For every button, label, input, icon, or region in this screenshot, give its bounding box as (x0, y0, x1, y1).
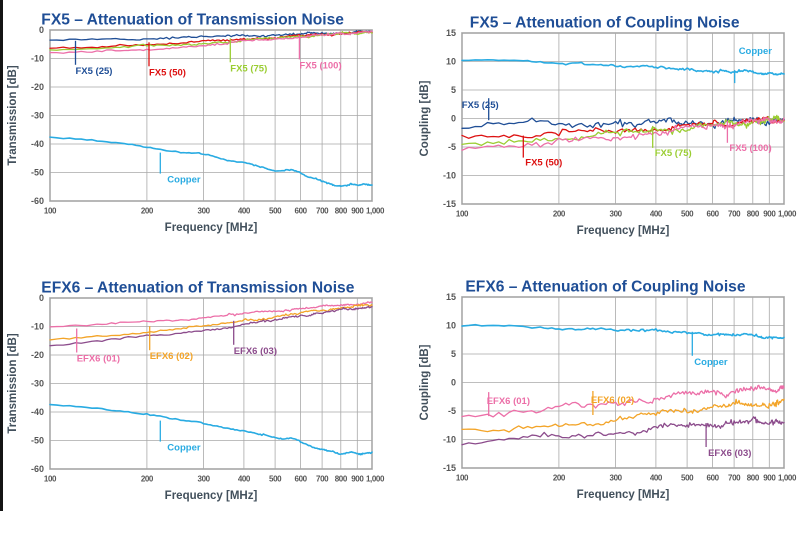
svg-text:Frequency [MHz]: Frequency [MHz] (577, 489, 670, 501)
svg-text:FX5 (75): FX5 (75) (230, 63, 267, 74)
svg-text:100: 100 (44, 474, 57, 483)
svg-text:Frequency [MHz]: Frequency [MHz] (165, 222, 258, 234)
svg-text:-10: -10 (443, 171, 456, 181)
svg-text:-60: -60 (31, 196, 44, 206)
svg-text:900: 900 (763, 209, 776, 218)
svg-text:FX5 (50): FX5 (50) (149, 67, 186, 78)
svg-text:FX5 (75): FX5 (75) (655, 148, 692, 159)
svg-text:300: 300 (610, 209, 623, 218)
svg-text:600: 600 (707, 209, 720, 218)
svg-text:-30: -30 (31, 111, 44, 121)
svg-text:Copper: Copper (739, 46, 773, 57)
svg-text:EFX6 (01): EFX6 (01) (487, 396, 530, 407)
svg-text:10: 10 (446, 57, 456, 67)
svg-text:EFX6 (02): EFX6 (02) (591, 395, 634, 406)
svg-text:10: 10 (446, 321, 456, 331)
svg-text:-10: -10 (31, 322, 44, 332)
svg-text:800: 800 (747, 473, 760, 482)
svg-text:800: 800 (335, 474, 348, 483)
svg-text:Transmission [dB]: Transmission [dB] (7, 333, 19, 433)
svg-text:-15: -15 (443, 463, 456, 473)
svg-text:400: 400 (650, 473, 663, 482)
svg-text:EFX6 (01): EFX6 (01) (77, 354, 120, 365)
svg-text:EFX6 – Attenuation of Transmis: EFX6 – Attenuation of Transmission Noise (41, 280, 354, 297)
svg-text:Transmission [dB]: Transmission [dB] (7, 65, 19, 165)
svg-text:200: 200 (141, 206, 154, 215)
svg-text:400: 400 (650, 209, 663, 218)
svg-text:15: 15 (446, 292, 456, 302)
svg-text:1,000: 1,000 (778, 473, 797, 482)
svg-text:200: 200 (553, 209, 566, 218)
svg-text:-20: -20 (31, 350, 44, 360)
svg-text:600: 600 (707, 473, 720, 482)
svg-text:Copper: Copper (167, 175, 201, 186)
svg-text:EFX6 (02): EFX6 (02) (150, 351, 193, 362)
svg-text:200: 200 (141, 474, 154, 483)
svg-text:1,000: 1,000 (366, 474, 385, 483)
svg-text:300: 300 (610, 473, 623, 482)
svg-text:700: 700 (728, 209, 741, 218)
svg-text:-20: -20 (31, 82, 44, 92)
svg-text:400: 400 (238, 474, 251, 483)
svg-text:900: 900 (763, 473, 776, 482)
svg-text:-50: -50 (31, 168, 44, 178)
svg-text:-10: -10 (443, 435, 456, 445)
svg-text:100: 100 (44, 206, 57, 215)
svg-text:0: 0 (39, 293, 44, 303)
svg-text:900: 900 (351, 474, 364, 483)
svg-text:900: 900 (351, 206, 364, 215)
svg-text:300: 300 (198, 206, 211, 215)
svg-text:1,000: 1,000 (778, 209, 797, 218)
svg-text:-50: -50 (31, 436, 44, 446)
svg-text:FX5 (25): FX5 (25) (76, 66, 113, 77)
svg-text:-5: -5 (448, 406, 456, 416)
svg-text:FX5 (100): FX5 (100) (729, 143, 771, 154)
svg-text:-15: -15 (443, 199, 456, 209)
svg-text:100: 100 (456, 209, 469, 218)
svg-text:5: 5 (451, 85, 456, 95)
svg-text:Frequency [MHz]: Frequency [MHz] (165, 490, 258, 502)
svg-text:700: 700 (728, 473, 741, 482)
svg-text:Coupling [dB]: Coupling [dB] (419, 344, 431, 420)
svg-text:800: 800 (335, 206, 348, 215)
svg-text:15: 15 (446, 28, 456, 38)
svg-text:FX5 – Attenuation of Coupling: FX5 – Attenuation of Coupling Noise (470, 15, 740, 32)
svg-text:FX5 (100): FX5 (100) (299, 60, 341, 71)
svg-text:-40: -40 (31, 139, 44, 149)
svg-text:0: 0 (39, 25, 44, 35)
svg-text:Coupling [dB]: Coupling [dB] (419, 80, 431, 156)
svg-text:EFX6 – Attenuation of Coupling: EFX6 – Attenuation of Coupling Noise (465, 279, 745, 296)
svg-text:0: 0 (451, 114, 456, 124)
svg-text:EFX6 (03): EFX6 (03) (234, 346, 277, 357)
svg-text:500: 500 (681, 473, 694, 482)
svg-text:700: 700 (316, 206, 329, 215)
svg-text:Copper: Copper (167, 443, 201, 454)
svg-text:FX5 (25): FX5 (25) (462, 100, 499, 111)
svg-text:600: 600 (295, 474, 308, 483)
svg-text:0: 0 (451, 378, 456, 388)
svg-text:200: 200 (553, 473, 566, 482)
svg-text:-10: -10 (31, 54, 44, 64)
svg-text:-5: -5 (448, 142, 456, 152)
svg-text:-60: -60 (31, 464, 44, 474)
svg-text:400: 400 (238, 206, 251, 215)
svg-text:-30: -30 (31, 379, 44, 389)
svg-text:Frequency [MHz]: Frequency [MHz] (577, 225, 670, 237)
svg-text:FX5 (50): FX5 (50) (525, 158, 562, 169)
svg-text:FX5 – Attenuation of Transmiss: FX5 – Attenuation of Transmission Noise (41, 12, 344, 29)
svg-text:500: 500 (269, 474, 282, 483)
svg-text:1,000: 1,000 (366, 206, 385, 215)
svg-text:600: 600 (295, 206, 308, 215)
svg-text:700: 700 (316, 474, 329, 483)
svg-text:800: 800 (747, 209, 760, 218)
svg-text:EFX6 (03): EFX6 (03) (708, 448, 751, 459)
svg-text:500: 500 (269, 206, 282, 215)
svg-text:500: 500 (681, 209, 694, 218)
svg-text:-40: -40 (31, 407, 44, 417)
svg-text:300: 300 (198, 474, 211, 483)
svg-text:Copper: Copper (694, 357, 728, 368)
svg-text:5: 5 (451, 349, 456, 359)
svg-text:100: 100 (456, 473, 469, 482)
